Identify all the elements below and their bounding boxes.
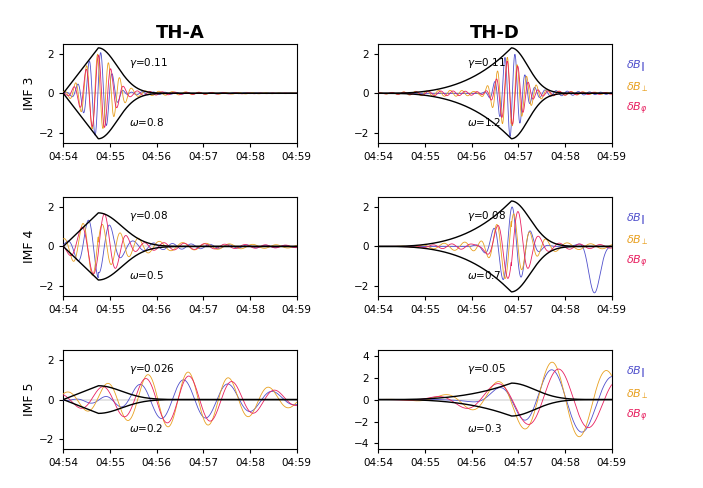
- Title: TH-A: TH-A: [155, 24, 205, 42]
- Text: $\omega$=0.8: $\omega$=0.8: [129, 116, 164, 128]
- Y-axis label: IMF 3: IMF 3: [23, 77, 36, 110]
- Y-axis label: IMF 5: IMF 5: [23, 383, 36, 416]
- Text: $\omega$=1.2: $\omega$=1.2: [467, 116, 501, 128]
- Text: $\delta B_{\perp}$: $\delta B_{\perp}$: [626, 81, 649, 94]
- Text: $\omega$=0.5: $\omega$=0.5: [129, 269, 164, 281]
- Text: $\delta B_{\|}$: $\delta B_{\|}$: [626, 211, 645, 226]
- Text: $\omega$=0.3: $\omega$=0.3: [467, 422, 502, 434]
- Text: $\gamma$=0.026: $\gamma$=0.026: [129, 362, 174, 376]
- Text: $\gamma$=0.08: $\gamma$=0.08: [467, 209, 506, 223]
- Title: TH-D: TH-D: [470, 24, 520, 42]
- Text: $\delta B_{\varphi}$: $\delta B_{\varphi}$: [626, 407, 647, 424]
- Text: $\delta B_{\varphi}$: $\delta B_{\varphi}$: [626, 101, 647, 117]
- Text: $\delta B_{\|}$: $\delta B_{\|}$: [626, 364, 645, 380]
- Text: $\delta B_{\perp}$: $\delta B_{\perp}$: [626, 386, 649, 401]
- Text: $\gamma$=0.05: $\gamma$=0.05: [467, 362, 506, 376]
- Text: $\gamma$=0.11: $\gamma$=0.11: [129, 56, 167, 70]
- Text: $\gamma$=0.08: $\gamma$=0.08: [129, 209, 168, 223]
- Y-axis label: IMF 4: IMF 4: [23, 230, 36, 263]
- Text: $\delta B_{\varphi}$: $\delta B_{\varphi}$: [626, 254, 647, 270]
- Text: $\delta B_{\perp}$: $\delta B_{\perp}$: [626, 234, 649, 247]
- Text: $\delta B_{\|}$: $\delta B_{\|}$: [626, 58, 645, 74]
- Text: $\gamma$=0.11: $\gamma$=0.11: [467, 56, 506, 70]
- Text: $\omega$=0.7: $\omega$=0.7: [467, 269, 501, 281]
- Text: $\omega$=0.2: $\omega$=0.2: [129, 422, 163, 434]
